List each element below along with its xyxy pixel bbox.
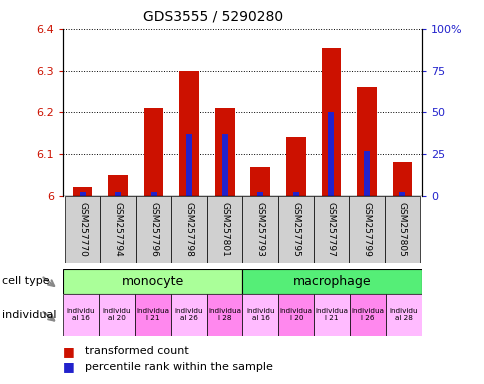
Bar (221, 134, 227, 196)
Bar (179, 71, 198, 196)
Text: individua
l 26: individua l 26 (351, 308, 384, 321)
Text: cell type: cell type (2, 276, 50, 286)
Bar (348, 196, 384, 263)
Text: GSM257805: GSM257805 (397, 202, 406, 257)
Bar (286, 137, 305, 196)
Text: GSM257795: GSM257795 (291, 202, 300, 257)
Bar (278, 294, 314, 336)
Text: GSM257798: GSM257798 (184, 202, 193, 257)
Bar (242, 196, 277, 263)
Text: transformed count: transformed count (85, 346, 188, 356)
Bar (313, 196, 348, 263)
Bar (171, 196, 207, 263)
Text: individu
al 20: individu al 20 (102, 308, 131, 321)
Text: GSM257797: GSM257797 (326, 202, 335, 257)
Bar (257, 192, 263, 196)
Text: macrophage: macrophage (292, 275, 371, 288)
Bar (115, 192, 121, 196)
Bar (135, 294, 170, 336)
Bar (100, 196, 136, 263)
Text: GDS3555 / 5290280: GDS3555 / 5290280 (143, 10, 283, 23)
Text: GSM257799: GSM257799 (362, 202, 371, 257)
Text: individua
l 21: individua l 21 (136, 308, 169, 321)
Bar (79, 192, 85, 196)
Bar (99, 294, 135, 336)
Bar (356, 87, 376, 196)
Text: GSM257793: GSM257793 (255, 202, 264, 257)
Bar (214, 108, 234, 196)
Bar (250, 167, 270, 196)
Text: individu
al 28: individu al 28 (389, 308, 418, 321)
Text: individu
al 16: individu al 16 (245, 308, 274, 321)
Bar (314, 294, 349, 336)
Bar (321, 48, 340, 196)
Bar (108, 175, 128, 196)
Bar (207, 196, 242, 263)
Bar (63, 269, 242, 294)
Text: percentile rank within the sample: percentile rank within the sample (85, 362, 272, 372)
Bar (65, 196, 100, 263)
Text: ■: ■ (63, 345, 75, 358)
Text: monocyte: monocyte (121, 275, 183, 288)
Bar (385, 294, 421, 336)
Bar (328, 113, 333, 196)
Bar (63, 294, 99, 336)
Text: individu
al 16: individu al 16 (66, 308, 95, 321)
Bar (136, 196, 171, 263)
Bar (349, 294, 385, 336)
Text: GSM257796: GSM257796 (149, 202, 158, 257)
Bar (242, 294, 278, 336)
Text: individual: individual (2, 310, 57, 320)
Bar (206, 294, 242, 336)
Bar (73, 187, 92, 196)
Text: GSM257801: GSM257801 (220, 202, 229, 257)
Bar (151, 192, 156, 196)
Text: GSM257794: GSM257794 (113, 202, 122, 257)
Bar (277, 196, 313, 263)
Text: individua
l 20: individua l 20 (279, 308, 312, 321)
Bar (363, 151, 369, 196)
Bar (170, 294, 206, 336)
Text: individu
al 26: individu al 26 (174, 308, 203, 321)
Text: individua
l 28: individua l 28 (208, 308, 241, 321)
Bar (292, 192, 298, 196)
Bar (399, 192, 405, 196)
Bar (144, 108, 163, 196)
Bar (186, 134, 192, 196)
Text: GSM257770: GSM257770 (78, 202, 87, 257)
Bar (392, 162, 411, 196)
Bar (384, 196, 419, 263)
Text: individua
l 21: individua l 21 (315, 308, 348, 321)
Bar (242, 269, 421, 294)
Text: ■: ■ (63, 360, 75, 373)
